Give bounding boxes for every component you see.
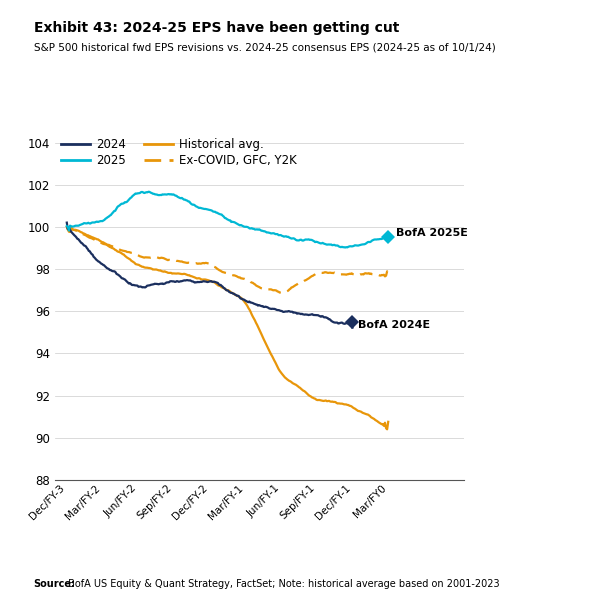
Text: Exhibit 43: 2024-25 EPS have been getting cut: Exhibit 43: 2024-25 EPS have been gettin… (34, 21, 399, 35)
Legend: 2024, 2025, Historical avg., Ex-COVID, GFC, Y2K: 2024, 2025, Historical avg., Ex-COVID, G… (61, 138, 297, 167)
Text: BofA 2024E: BofA 2024E (359, 320, 431, 330)
Text: S&P 500 historical fwd EPS revisions vs. 2024-25 consensus EPS (2024-25 as of 10: S&P 500 historical fwd EPS revisions vs.… (34, 42, 495, 52)
Text: Source:: Source: (34, 579, 76, 589)
Text: BofA 2025E: BofA 2025E (396, 228, 468, 238)
Text: BofA US Equity & Quant Strategy, FactSet; Note: historical average based on 2001: BofA US Equity & Quant Strategy, FactSet… (65, 579, 500, 589)
